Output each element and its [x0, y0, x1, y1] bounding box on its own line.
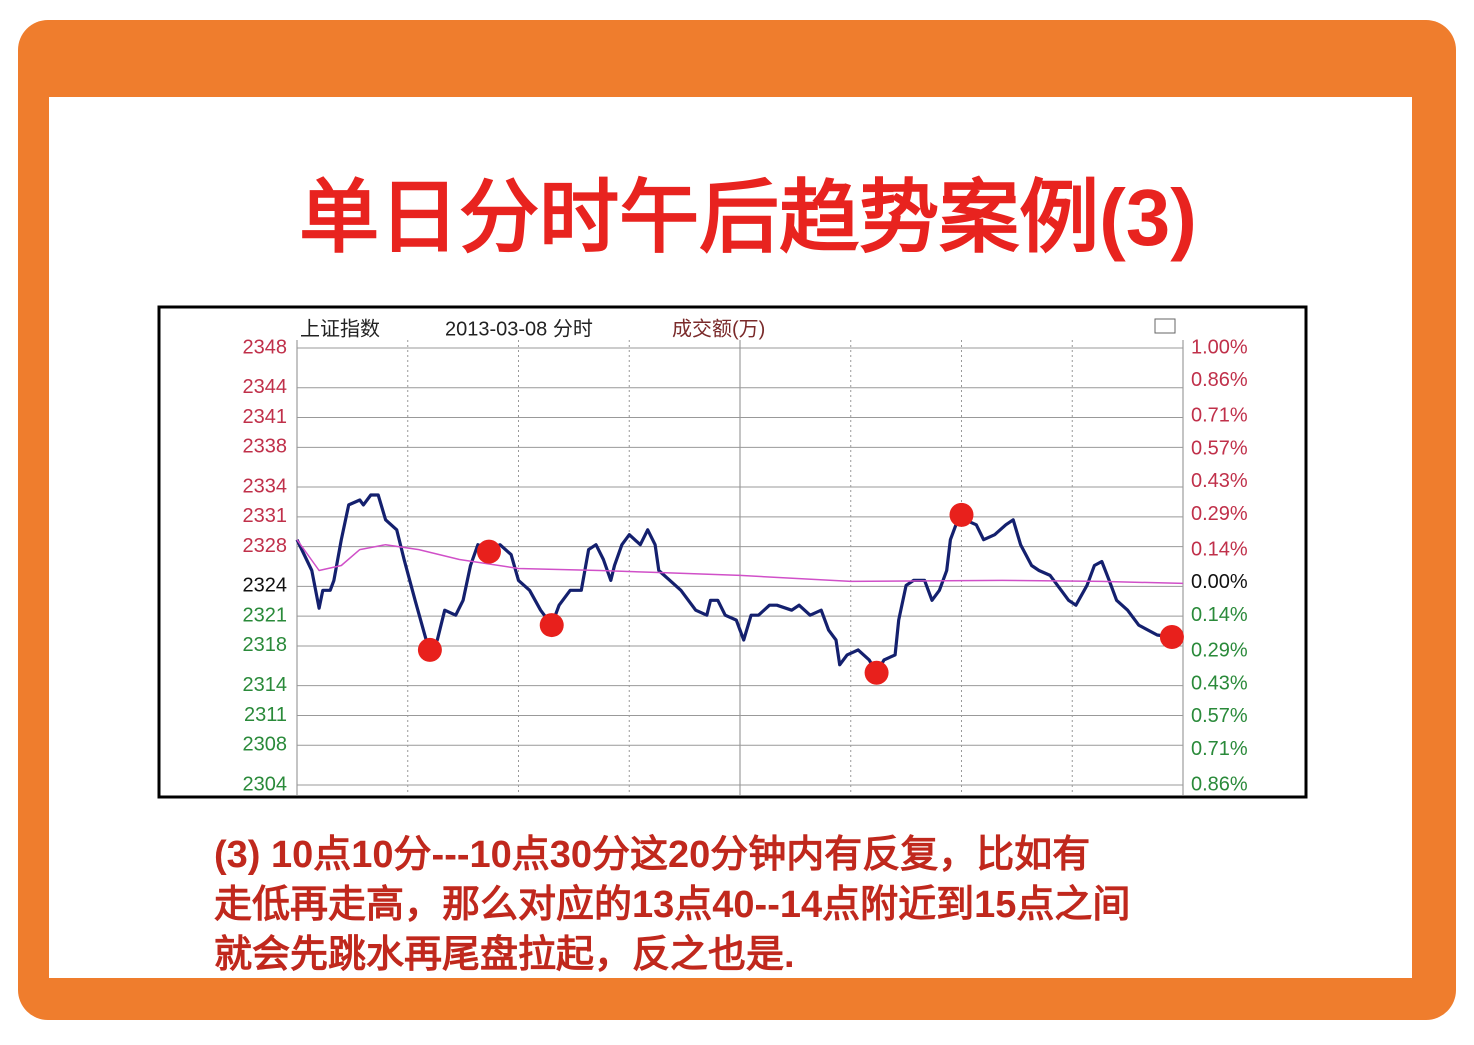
y-tick-label: 2344 — [243, 376, 288, 398]
y2-tick-label: 0.29% — [1191, 639, 1248, 661]
y2-tick-label: 0.71% — [1191, 404, 1248, 426]
highlight-dot — [864, 660, 889, 685]
y-tick-label: 2334 — [243, 475, 288, 497]
y2-tick-label: 0.14% — [1191, 604, 1248, 626]
y2-tick-label: 0.71% — [1191, 738, 1248, 760]
highlight-dot — [539, 613, 564, 638]
y-tick-label: 2314 — [243, 674, 288, 696]
y-tick-label: 2338 — [243, 436, 288, 458]
caption-line: 走低再走高，那么对应的13点40--14点附近到15点之间 — [214, 884, 1130, 926]
y-tick-label: 2328 — [243, 535, 288, 557]
caption-line: (3) 10点10分---10点30分这20分钟内有反复，比如有 — [214, 834, 1090, 876]
y-tick-label: 2331 — [243, 505, 288, 527]
y-tick-label: 2304 — [243, 773, 288, 795]
y2-tick-label: 0.86% — [1191, 369, 1248, 391]
y2-tick-label: 0.43% — [1191, 470, 1248, 492]
highlight-dot — [1159, 625, 1184, 650]
chart-subtitle: 上证指数 — [300, 317, 380, 340]
y2-tick-label: 0.00% — [1191, 571, 1248, 593]
y2-tick-label: 0.29% — [1191, 503, 1248, 525]
highlight-dot — [417, 637, 442, 662]
y2-tick-label: 0.57% — [1191, 437, 1248, 459]
y-tick-label: 2324 — [243, 575, 288, 597]
icon — [1154, 318, 1176, 334]
y-tick-label: 2308 — [243, 734, 288, 756]
y2-tick-label: 0.43% — [1191, 672, 1248, 694]
y-tick-label: 2318 — [243, 634, 288, 656]
chart-box — [157, 305, 1308, 799]
series-line — [296, 539, 1184, 585]
highlight-dot — [476, 539, 501, 564]
caption-line: 就会先跳水再尾盘拉起，反之也是. — [214, 933, 795, 976]
y-tick-label: 2321 — [243, 604, 288, 626]
y-tick-label: 2348 — [243, 336, 288, 358]
chart-measure: 成交额(万) — [672, 317, 765, 340]
chart-date: 2013-03-08 分时 — [445, 317, 593, 340]
y2-tick-label: 0.86% — [1191, 773, 1248, 795]
y2-tick-label: 0.14% — [1191, 538, 1248, 560]
y2-tick-label: 1.00% — [1191, 336, 1248, 358]
highlight-dot — [949, 502, 974, 527]
y2-tick-label: 0.57% — [1191, 705, 1248, 727]
y-tick-label: 2341 — [243, 406, 288, 428]
title: 单日分时午后趋势案例(3) — [299, 173, 1197, 262]
y-tick-label: 2311 — [244, 704, 287, 726]
